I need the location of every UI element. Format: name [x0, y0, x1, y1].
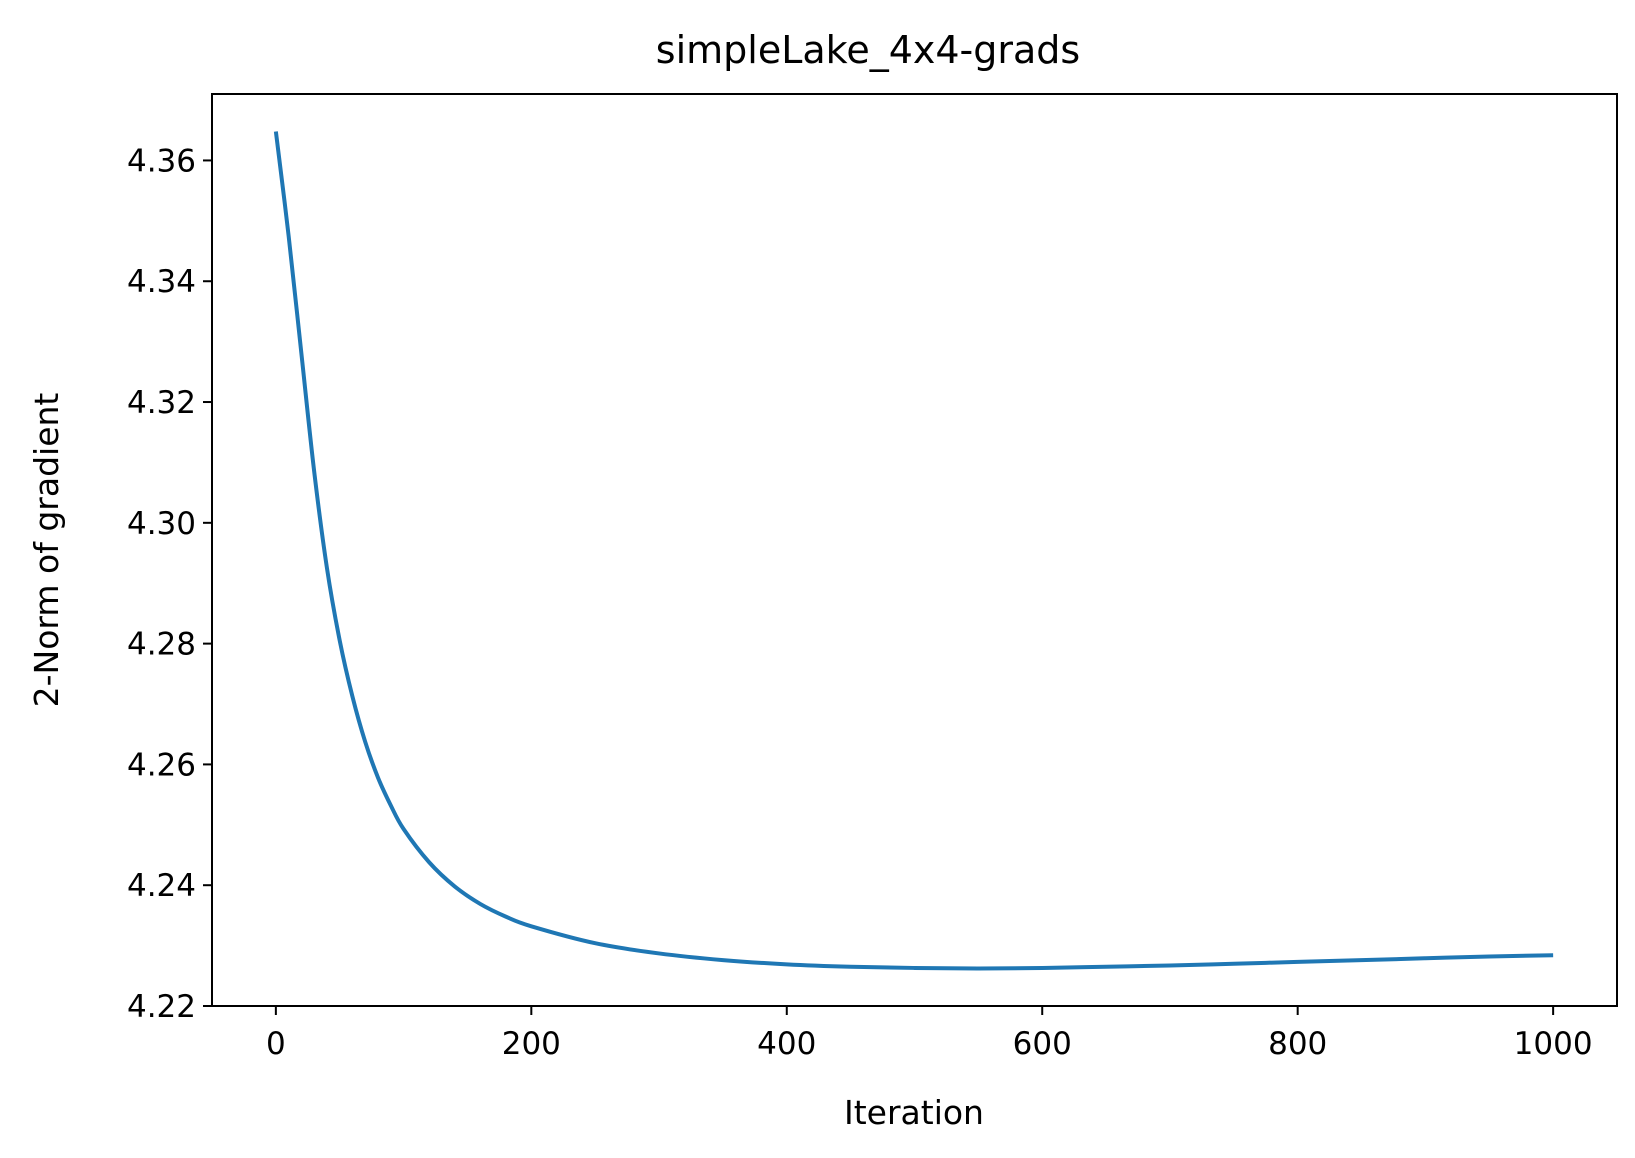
series-line [273, 131, 1554, 971]
y-tick-label: 4.32 [127, 385, 196, 421]
y-tick-label: 4.28 [127, 627, 196, 663]
y-axis-label: 2-Norm of gradient [27, 393, 66, 708]
y-tick-label: 4.22 [127, 989, 196, 1025]
x-axis-label: Iteration [844, 1093, 984, 1132]
plot-frame [211, 93, 1618, 1007]
y-axis: 4.22 4.24 4.26 4.28 4.30 4.32 4.34 4.36 [127, 143, 212, 1025]
y-tick-label: 4.26 [127, 747, 196, 783]
y-tick-label: 4.36 [127, 143, 196, 179]
plot-area [211, 93, 1618, 1007]
chart-title: simpleLake_4x4-grads [656, 28, 1080, 72]
x-tick-label: 0 [266, 1026, 286, 1062]
x-tick-label: 1000 [1514, 1026, 1593, 1062]
x-tick-label: 400 [757, 1026, 816, 1062]
x-tick-label: 800 [1268, 1026, 1327, 1062]
x-tick-label: 600 [1013, 1026, 1072, 1062]
x-tick-label: 200 [502, 1026, 561, 1062]
y-tick-label: 4.34 [127, 264, 196, 300]
x-axis: 0 200 400 600 800 1000 [266, 1006, 1593, 1062]
y-tick-label: 4.30 [127, 506, 196, 542]
y-tick-label: 4.24 [127, 868, 196, 904]
